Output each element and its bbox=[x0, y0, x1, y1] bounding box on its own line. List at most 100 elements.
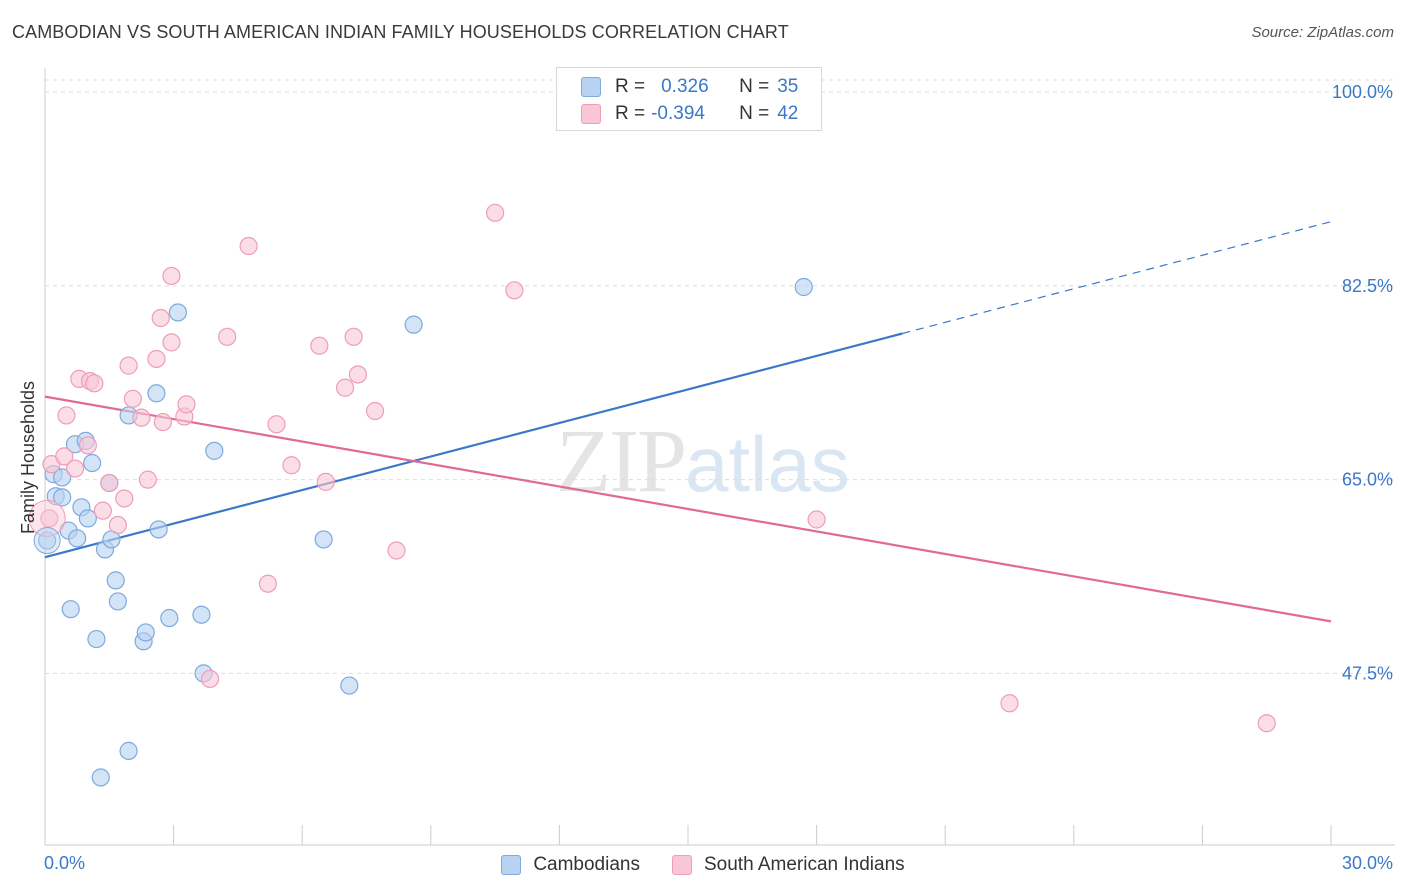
cambodian-point bbox=[340, 676, 359, 695]
cambodian-point bbox=[78, 509, 97, 528]
south-american-indian-point bbox=[282, 456, 301, 475]
cambodian-point bbox=[205, 441, 224, 460]
south-american-indian-point bbox=[486, 203, 505, 222]
legend-swatch-south-american-indians bbox=[671, 855, 692, 875]
south-american-indian-point bbox=[108, 515, 127, 535]
south-american-indian-point bbox=[1000, 694, 1019, 713]
legend-r-label: R = bbox=[615, 103, 646, 124]
south-american-indian-point bbox=[177, 395, 196, 414]
south-american-indian-point bbox=[153, 412, 172, 432]
trend-lines bbox=[44, 221, 1332, 623]
chart-title: CAMBODIAN VS SOUTH AMERICAN INDIAN FAMIL… bbox=[12, 22, 789, 42]
legend-item-south-american-indians: South American Indians bbox=[671, 854, 905, 876]
cambodian-trend-line bbox=[44, 332, 903, 559]
south-american-indian-point bbox=[807, 510, 826, 529]
south-american-indian-point bbox=[100, 473, 119, 493]
cambodian-point bbox=[106, 571, 125, 590]
x-tick-label: 30.0% bbox=[1342, 853, 1393, 873]
south-american-indian-point bbox=[119, 356, 138, 375]
south-american-indian-cluster-point bbox=[28, 499, 66, 537]
south-american-indian-point bbox=[335, 378, 355, 397]
cambodian-point bbox=[149, 520, 168, 539]
south-american-indian-point bbox=[78, 436, 97, 455]
legend-n-value: 35 bbox=[777, 76, 799, 97]
south-american-indian-point bbox=[200, 669, 220, 689]
south-american-indian-point bbox=[162, 266, 181, 286]
source-label: Source: ZipAtlas.com bbox=[1251, 24, 1394, 41]
tick-labels: 47.5% 65.0% 82.5% 100.0% 0.0% 30.0% bbox=[44, 82, 1393, 873]
south-american-indian-point bbox=[218, 327, 237, 346]
cambodian-point bbox=[53, 488, 72, 507]
cambodian-point bbox=[83, 453, 102, 473]
south-american-indian-point bbox=[348, 365, 368, 384]
south-american-indian-point bbox=[55, 447, 74, 466]
south-american-indian-point bbox=[65, 459, 85, 478]
legend-r-value: -0.394 bbox=[651, 103, 705, 124]
cambodian-point bbox=[160, 608, 179, 628]
y-tick-label: 65.0% bbox=[1342, 470, 1393, 490]
cambodian-point bbox=[68, 529, 87, 548]
cambodian-point bbox=[136, 623, 155, 642]
south-american-indian-point bbox=[267, 415, 286, 434]
south-american-indian-point bbox=[115, 489, 134, 508]
y-tick-label: 82.5% bbox=[1342, 276, 1393, 296]
south-american-indian-point bbox=[40, 509, 59, 528]
south-american-indian-point bbox=[85, 374, 104, 393]
south-american-indian-point bbox=[258, 574, 278, 593]
watermark-atlas: atlas bbox=[685, 420, 850, 508]
south-american-indian-point bbox=[162, 333, 181, 352]
cambodian-trend-extension bbox=[902, 221, 1332, 335]
south-american-indian-point bbox=[132, 408, 151, 427]
axes bbox=[44, 68, 1395, 846]
south-american-indian-point bbox=[147, 349, 166, 369]
legend-label-south-american-indians: South American Indians bbox=[703, 854, 905, 875]
data-points bbox=[28, 203, 1276, 787]
cambodian-cluster-point bbox=[33, 527, 61, 555]
correlation-legend: R = 0.326 N = 35 R = -0.394 N = 42 bbox=[556, 67, 822, 131]
y-axis-label: Family Households bbox=[18, 381, 38, 534]
south-american-indian-point bbox=[138, 470, 157, 489]
cambodian-point bbox=[119, 741, 138, 760]
cambodian-point bbox=[314, 530, 333, 549]
grid-lines bbox=[45, 79, 1395, 674]
legend-n-label: N = bbox=[739, 103, 770, 124]
south-american-indian-point bbox=[123, 389, 142, 408]
cambodian-point bbox=[53, 468, 72, 487]
x-tick-label: 0.0% bbox=[44, 853, 85, 873]
legend-swatch-cambodians bbox=[501, 855, 522, 875]
y-tick-label: 100.0% bbox=[1332, 82, 1393, 102]
cambodian-point bbox=[108, 592, 127, 611]
legend-label-cambodians: Cambodians bbox=[533, 854, 640, 875]
series-legend: Cambodians South American Indians bbox=[0, 852, 1406, 878]
cambodian-point bbox=[794, 277, 813, 297]
legend-swatch-pink bbox=[581, 104, 601, 124]
south-american-indian-point bbox=[344, 327, 363, 346]
cambodian-point bbox=[61, 600, 80, 619]
south-american-indian-point bbox=[316, 472, 335, 491]
cambodian-point bbox=[147, 384, 166, 403]
cambodian-point bbox=[168, 303, 187, 322]
legend-row-south-american-indians: R = -0.394 N = 42 bbox=[581, 102, 798, 126]
cambodian-point bbox=[91, 768, 110, 787]
south-american-indian-point bbox=[151, 308, 170, 328]
legend-n-value: 42 bbox=[777, 103, 799, 124]
y-tick-label: 47.5% bbox=[1342, 663, 1393, 683]
south-american-indian-point bbox=[365, 401, 385, 421]
south-american-indian-point bbox=[505, 281, 524, 300]
south-american-indian-point bbox=[310, 336, 329, 355]
south-american-indian-point bbox=[239, 236, 258, 256]
cambodian-point bbox=[87, 629, 106, 649]
legend-row-cambodians: R = 0.326 N = 35 bbox=[581, 75, 798, 99]
legend-n-label: N = bbox=[739, 76, 770, 97]
south-american-indian-point bbox=[93, 501, 112, 520]
cambodian-point bbox=[192, 605, 211, 624]
cambodian-point bbox=[404, 315, 423, 334]
south-american-indian-point bbox=[57, 406, 76, 425]
watermark-zip: ZIP bbox=[556, 412, 687, 511]
south-american-indian-point bbox=[1257, 714, 1276, 733]
south-american-indian-point bbox=[387, 541, 406, 560]
legend-swatch-blue bbox=[581, 77, 601, 97]
south-american-indian-trend-line bbox=[44, 395, 1332, 623]
legend-r-label: R = bbox=[615, 76, 646, 97]
